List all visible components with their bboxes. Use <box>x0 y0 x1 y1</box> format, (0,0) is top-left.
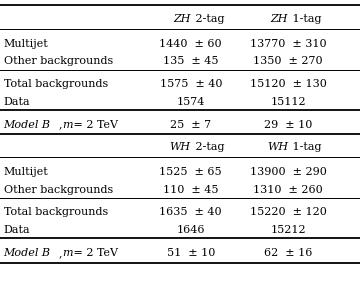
Text: 1525  ± 65: 1525 ± 65 <box>159 167 222 177</box>
Text: ZH: ZH <box>270 14 288 24</box>
Text: WH: WH <box>267 142 288 152</box>
Text: Data: Data <box>4 97 30 107</box>
Text: 1-tag: 1-tag <box>289 142 321 152</box>
Text: 51  ± 10: 51 ± 10 <box>167 248 215 258</box>
Text: 29  ± 10: 29 ± 10 <box>264 120 312 130</box>
Text: 15112: 15112 <box>270 97 306 107</box>
Text: 1575  ± 40: 1575 ± 40 <box>159 79 222 89</box>
Text: 15212: 15212 <box>270 225 306 235</box>
Text: WH: WH <box>170 142 191 152</box>
Text: Model B: Model B <box>4 248 51 258</box>
Text: 1646: 1646 <box>176 225 205 235</box>
Text: Total backgrounds: Total backgrounds <box>4 207 108 217</box>
Text: 110  ± 45: 110 ± 45 <box>163 185 219 195</box>
Text: 13900  ± 290: 13900 ± 290 <box>249 167 327 177</box>
Text: 135  ± 45: 135 ± 45 <box>163 56 219 66</box>
Text: Other backgrounds: Other backgrounds <box>4 185 113 195</box>
Text: ,: , <box>58 248 62 258</box>
Text: ZH: ZH <box>173 14 191 24</box>
Text: 2-tag: 2-tag <box>192 14 224 24</box>
Text: 15220  ± 120: 15220 ± 120 <box>249 207 327 217</box>
Text: Total backgrounds: Total backgrounds <box>4 79 108 89</box>
Text: ,: , <box>58 120 62 130</box>
Text: Other backgrounds: Other backgrounds <box>4 56 113 66</box>
Text: 1574: 1574 <box>177 97 205 107</box>
Text: 1440  ± 60: 1440 ± 60 <box>159 39 222 49</box>
Text: 15120  ± 130: 15120 ± 130 <box>249 79 327 89</box>
Text: = 2 TeV: = 2 TeV <box>70 248 118 258</box>
Text: m: m <box>62 120 73 130</box>
Text: 25  ± 7: 25 ± 7 <box>170 120 211 130</box>
Text: Model B: Model B <box>4 120 51 130</box>
Text: Multijet: Multijet <box>4 39 48 49</box>
Text: 13770  ± 310: 13770 ± 310 <box>250 39 326 49</box>
Text: 62  ± 16: 62 ± 16 <box>264 248 312 258</box>
Text: 1635  ± 40: 1635 ± 40 <box>159 207 222 217</box>
Text: 1350  ± 270: 1350 ± 270 <box>253 56 323 66</box>
Text: Multijet: Multijet <box>4 167 48 177</box>
Text: 2-tag: 2-tag <box>192 142 224 152</box>
Text: = 2 TeV: = 2 TeV <box>70 120 118 130</box>
Text: 1-tag: 1-tag <box>289 14 321 24</box>
Text: 1310  ± 260: 1310 ± 260 <box>253 185 323 195</box>
Text: Data: Data <box>4 225 30 235</box>
Text: m: m <box>62 248 73 258</box>
